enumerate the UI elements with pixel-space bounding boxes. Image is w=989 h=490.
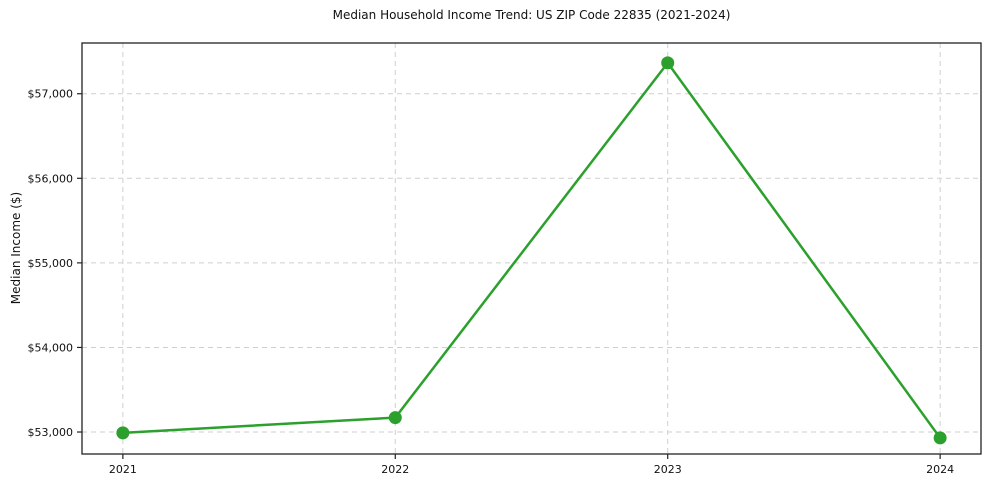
y-tick-label: $56,000 xyxy=(28,172,74,185)
trend-line xyxy=(121,61,942,440)
y-tick-label: $54,000 xyxy=(28,341,74,354)
plot-border xyxy=(81,42,982,455)
x-tick-label: 2023 xyxy=(654,463,682,476)
data-point-marker xyxy=(388,411,402,425)
y-tick-label: $57,000 xyxy=(28,88,74,101)
chart-title: Median Household Income Trend: US ZIP Co… xyxy=(332,8,731,22)
data-point-marker xyxy=(933,431,947,445)
y-tick-label: $53,000 xyxy=(28,426,74,439)
x-tick-label: 2021 xyxy=(109,463,137,476)
data-point-marker xyxy=(661,56,675,70)
data-point-marker xyxy=(116,426,130,440)
x-tick-label: 2022 xyxy=(381,463,409,476)
y-tick-label: $55,000 xyxy=(28,257,74,270)
x-tick-label: 2024 xyxy=(926,463,954,476)
